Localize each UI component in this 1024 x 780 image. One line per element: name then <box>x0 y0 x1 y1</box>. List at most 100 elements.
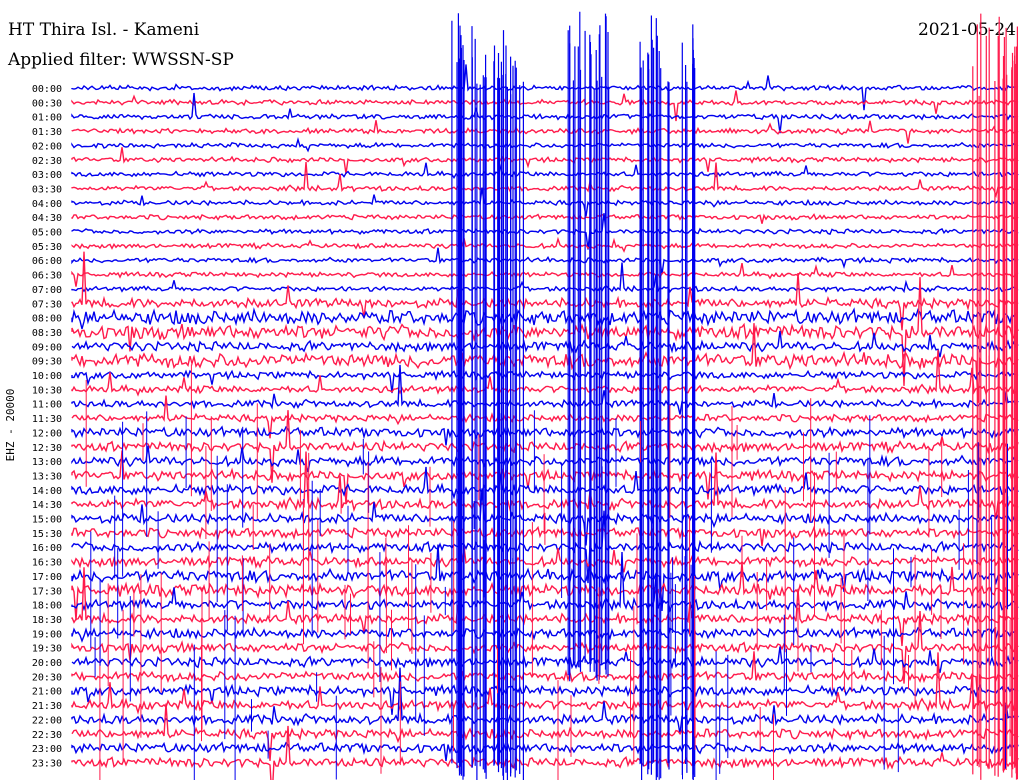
trace-line <box>71 725 1019 780</box>
trace-line <box>71 92 1019 134</box>
trace-line <box>71 652 1019 715</box>
row-label: 16:30 <box>32 558 62 569</box>
trace-line <box>71 395 1019 439</box>
row-label: 20:30 <box>32 672 62 683</box>
trace-line <box>71 147 1019 174</box>
trace-line <box>71 667 1019 734</box>
row-label: 11:00 <box>32 400 62 411</box>
row-label: 15:00 <box>32 515 62 526</box>
trace-line <box>71 445 1019 473</box>
row-label: 06:00 <box>32 256 62 267</box>
trace-line <box>71 236 1019 253</box>
row-label: 04:30 <box>32 213 62 224</box>
row-label: 15:30 <box>32 529 62 540</box>
trace-line <box>71 323 1019 403</box>
row-label: 23:30 <box>32 758 62 769</box>
row-label: 05:00 <box>32 228 62 239</box>
row-label: 03:30 <box>32 184 62 195</box>
row-labels: 00:00 00:30 01:00 01:30 02:00 02:30 03:00 03:30… <box>32 84 62 769</box>
row-label: 13:30 <box>32 471 62 482</box>
trace-line <box>71 611 1019 684</box>
row-label: 02:30 <box>32 156 62 167</box>
trace-line <box>71 567 1019 647</box>
trace-line <box>71 262 1019 294</box>
trace-line <box>71 646 1019 673</box>
trace-line <box>71 510 1019 584</box>
row-label: 00:30 <box>32 98 62 109</box>
trace-line <box>71 162 1019 199</box>
row-label: 14:00 <box>32 486 62 497</box>
row-label: 20:00 <box>32 658 62 669</box>
row-label: 17:00 <box>32 572 62 583</box>
row-label: 19:00 <box>32 629 62 640</box>
row-label: 01:00 <box>32 113 62 124</box>
trace-line <box>71 424 1019 446</box>
row-label: 09:00 <box>32 342 62 353</box>
record-date: 2021-05-24 <box>917 20 1016 40</box>
station-title: HT Thira Isl. - Kameni <box>8 20 200 40</box>
trace-line <box>71 247 1019 275</box>
trace-line <box>71 349 1019 397</box>
trace-line <box>71 213 1019 250</box>
trace-line <box>71 740 1019 762</box>
trace-line <box>71 651 1019 705</box>
row-label: 22:30 <box>32 730 62 741</box>
row-label: 10:30 <box>32 385 62 396</box>
trace-line <box>71 262 1019 287</box>
row-label: 08:00 <box>32 314 62 325</box>
filter-label: Applied filter: WWSSN-SP <box>8 50 234 70</box>
trace-line <box>71 330 1019 358</box>
row-label: 23:00 <box>32 744 62 755</box>
trace-line <box>71 137 1019 153</box>
trace-line <box>71 450 1019 504</box>
row-label: 13:00 <box>32 457 62 468</box>
trace-line <box>71 546 1019 573</box>
y-axis-label: EHZ - 20000 <box>4 389 17 462</box>
row-label: 12:00 <box>32 428 62 439</box>
row-label: 05:30 <box>32 242 62 253</box>
trace-line <box>71 544 1019 612</box>
row-label: 00:00 <box>32 84 62 95</box>
seismogram-traces <box>71 11 1019 780</box>
trace-line <box>71 307 1019 330</box>
row-label: 10:00 <box>32 371 62 382</box>
trace-line <box>71 683 1019 715</box>
trace-line <box>71 626 1019 643</box>
row-label: 17:30 <box>32 586 62 597</box>
trace-line <box>71 251 1019 331</box>
row-label: 16:00 <box>32 543 62 554</box>
row-label: 11:30 <box>32 414 62 425</box>
trace-line <box>71 703 1019 761</box>
row-label: 14:30 <box>32 500 62 511</box>
trace-line <box>71 410 1019 483</box>
trace-line <box>71 369 1019 394</box>
row-label: 08:30 <box>32 328 62 339</box>
row-label: 18:30 <box>32 615 62 626</box>
row-label: 22:00 <box>32 715 62 726</box>
trace-line <box>71 120 1019 144</box>
row-label: 21:30 <box>32 701 62 712</box>
row-label: 07:30 <box>32 299 62 310</box>
trace-line <box>71 90 1019 122</box>
row-label: 07:00 <box>32 285 62 296</box>
row-label: 02:00 <box>32 141 62 152</box>
row-label: 21:00 <box>32 687 62 698</box>
row-label: 03:00 <box>32 170 62 181</box>
trace-line <box>71 187 1019 217</box>
trace-line <box>71 561 1019 621</box>
row-label: 09:30 <box>32 357 62 368</box>
trace-line <box>71 213 1019 224</box>
trace-line <box>71 451 1019 519</box>
row-label: 18:00 <box>32 601 62 612</box>
row-label: 19:30 <box>32 644 62 655</box>
trace-line <box>71 364 1019 415</box>
row-label: 06:30 <box>32 271 62 282</box>
trace-line <box>71 64 1019 111</box>
trace-line <box>71 277 1019 386</box>
trace-line <box>71 551 1019 613</box>
trace-line <box>71 162 1019 180</box>
row-label: 01:30 <box>32 127 62 138</box>
row-label: 04:00 <box>32 199 62 210</box>
row-label: 12:30 <box>32 443 62 454</box>
